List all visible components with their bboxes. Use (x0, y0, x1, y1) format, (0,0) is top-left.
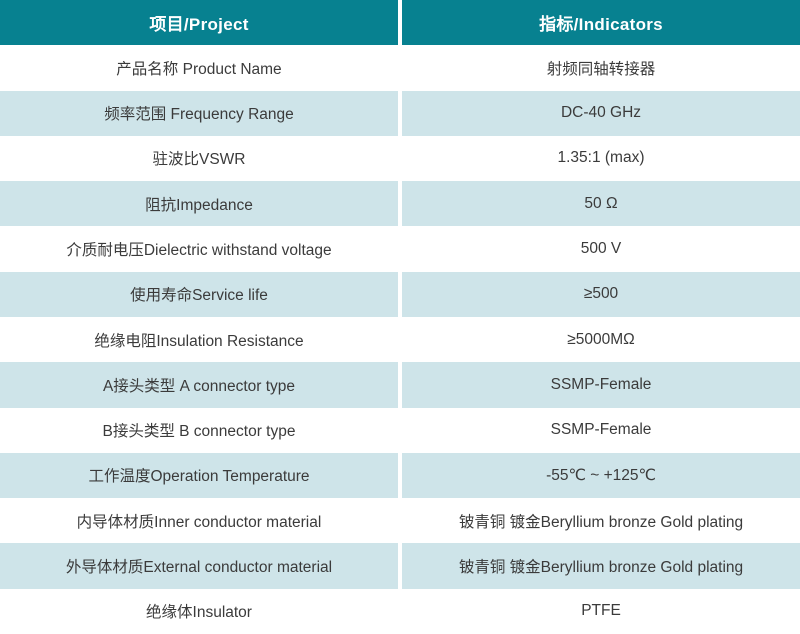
project-cell: 频率范围 Frequency Range (0, 90, 398, 136)
header-cell-project: 项目/Project (0, 0, 398, 46)
indicator-cell: -55℃ ~ +125℃ (402, 452, 800, 499)
project-cell: 绝缘体Insulator (0, 588, 398, 634)
indicator-cell: 铍青铜 镀金Beryllium bronze Gold plating (402, 498, 800, 544)
header-cell-indicators: 指标/Indicators (402, 0, 800, 46)
table-header-row: 项目/Project 指标/Indicators (0, 0, 800, 46)
table-row: 产品名称 Product Name 射频同轴转接器 (0, 45, 800, 91)
table-row: 使用寿命Service life ≥500 (0, 271, 800, 317)
table-row: 工作温度Operation Temperature -55℃ ~ +125℃ (0, 452, 800, 499)
table-row: B接头类型 B connector type SSMP-Female (0, 407, 800, 453)
project-cell: 使用寿命Service life (0, 271, 398, 317)
table-row: A接头类型 A connector type SSMP-Female (0, 362, 800, 408)
table-row: 绝缘电阻Insulation Resistance ≥5000MΩ (0, 316, 800, 363)
indicator-cell: 1.35:1 (max) (402, 135, 800, 182)
indicator-cell: DC-40 GHz (402, 90, 800, 136)
indicator-cell: 射频同轴转接器 (402, 45, 800, 91)
indicator-cell: 铍青铜 镀金Beryllium bronze Gold plating (402, 543, 800, 589)
project-cell: 驻波比VSWR (0, 135, 398, 182)
indicator-cell: 50 Ω (402, 181, 800, 227)
table-row: 阻抗Impedance 50 Ω (0, 181, 800, 227)
project-cell: A接头类型 A connector type (0, 362, 398, 408)
indicator-cell: SSMP-Female (402, 407, 800, 453)
project-cell: 外导体材质External conductor material (0, 543, 398, 589)
table-row: 驻波比VSWR 1.35:1 (max) (0, 135, 800, 182)
table-row: 频率范围 Frequency Range DC-40 GHz (0, 90, 800, 136)
project-cell: 介质耐电压Dielectric withstand voltage (0, 226, 398, 272)
table-row: 内导体材质Inner conductor material 铍青铜 镀金Bery… (0, 498, 800, 544)
indicator-cell: ≥500 (402, 271, 800, 317)
table-row: 绝缘体Insulator PTFE (0, 588, 800, 634)
table-row: 介质耐电压Dielectric withstand voltage 500 V (0, 226, 800, 272)
project-cell: 内导体材质Inner conductor material (0, 498, 398, 544)
project-cell: 阻抗Impedance (0, 181, 398, 227)
project-cell: 工作温度Operation Temperature (0, 452, 398, 499)
project-cell: B接头类型 B connector type (0, 407, 398, 453)
table-row: 外导体材质External conductor material 铍青铜 镀金B… (0, 543, 800, 589)
indicator-cell: ≥5000MΩ (402, 316, 800, 363)
project-cell: 绝缘电阻Insulation Resistance (0, 316, 398, 363)
indicator-cell: PTFE (402, 588, 800, 634)
indicator-cell: 500 V (402, 226, 800, 272)
project-cell: 产品名称 Product Name (0, 45, 398, 91)
indicator-cell: SSMP-Female (402, 362, 800, 408)
